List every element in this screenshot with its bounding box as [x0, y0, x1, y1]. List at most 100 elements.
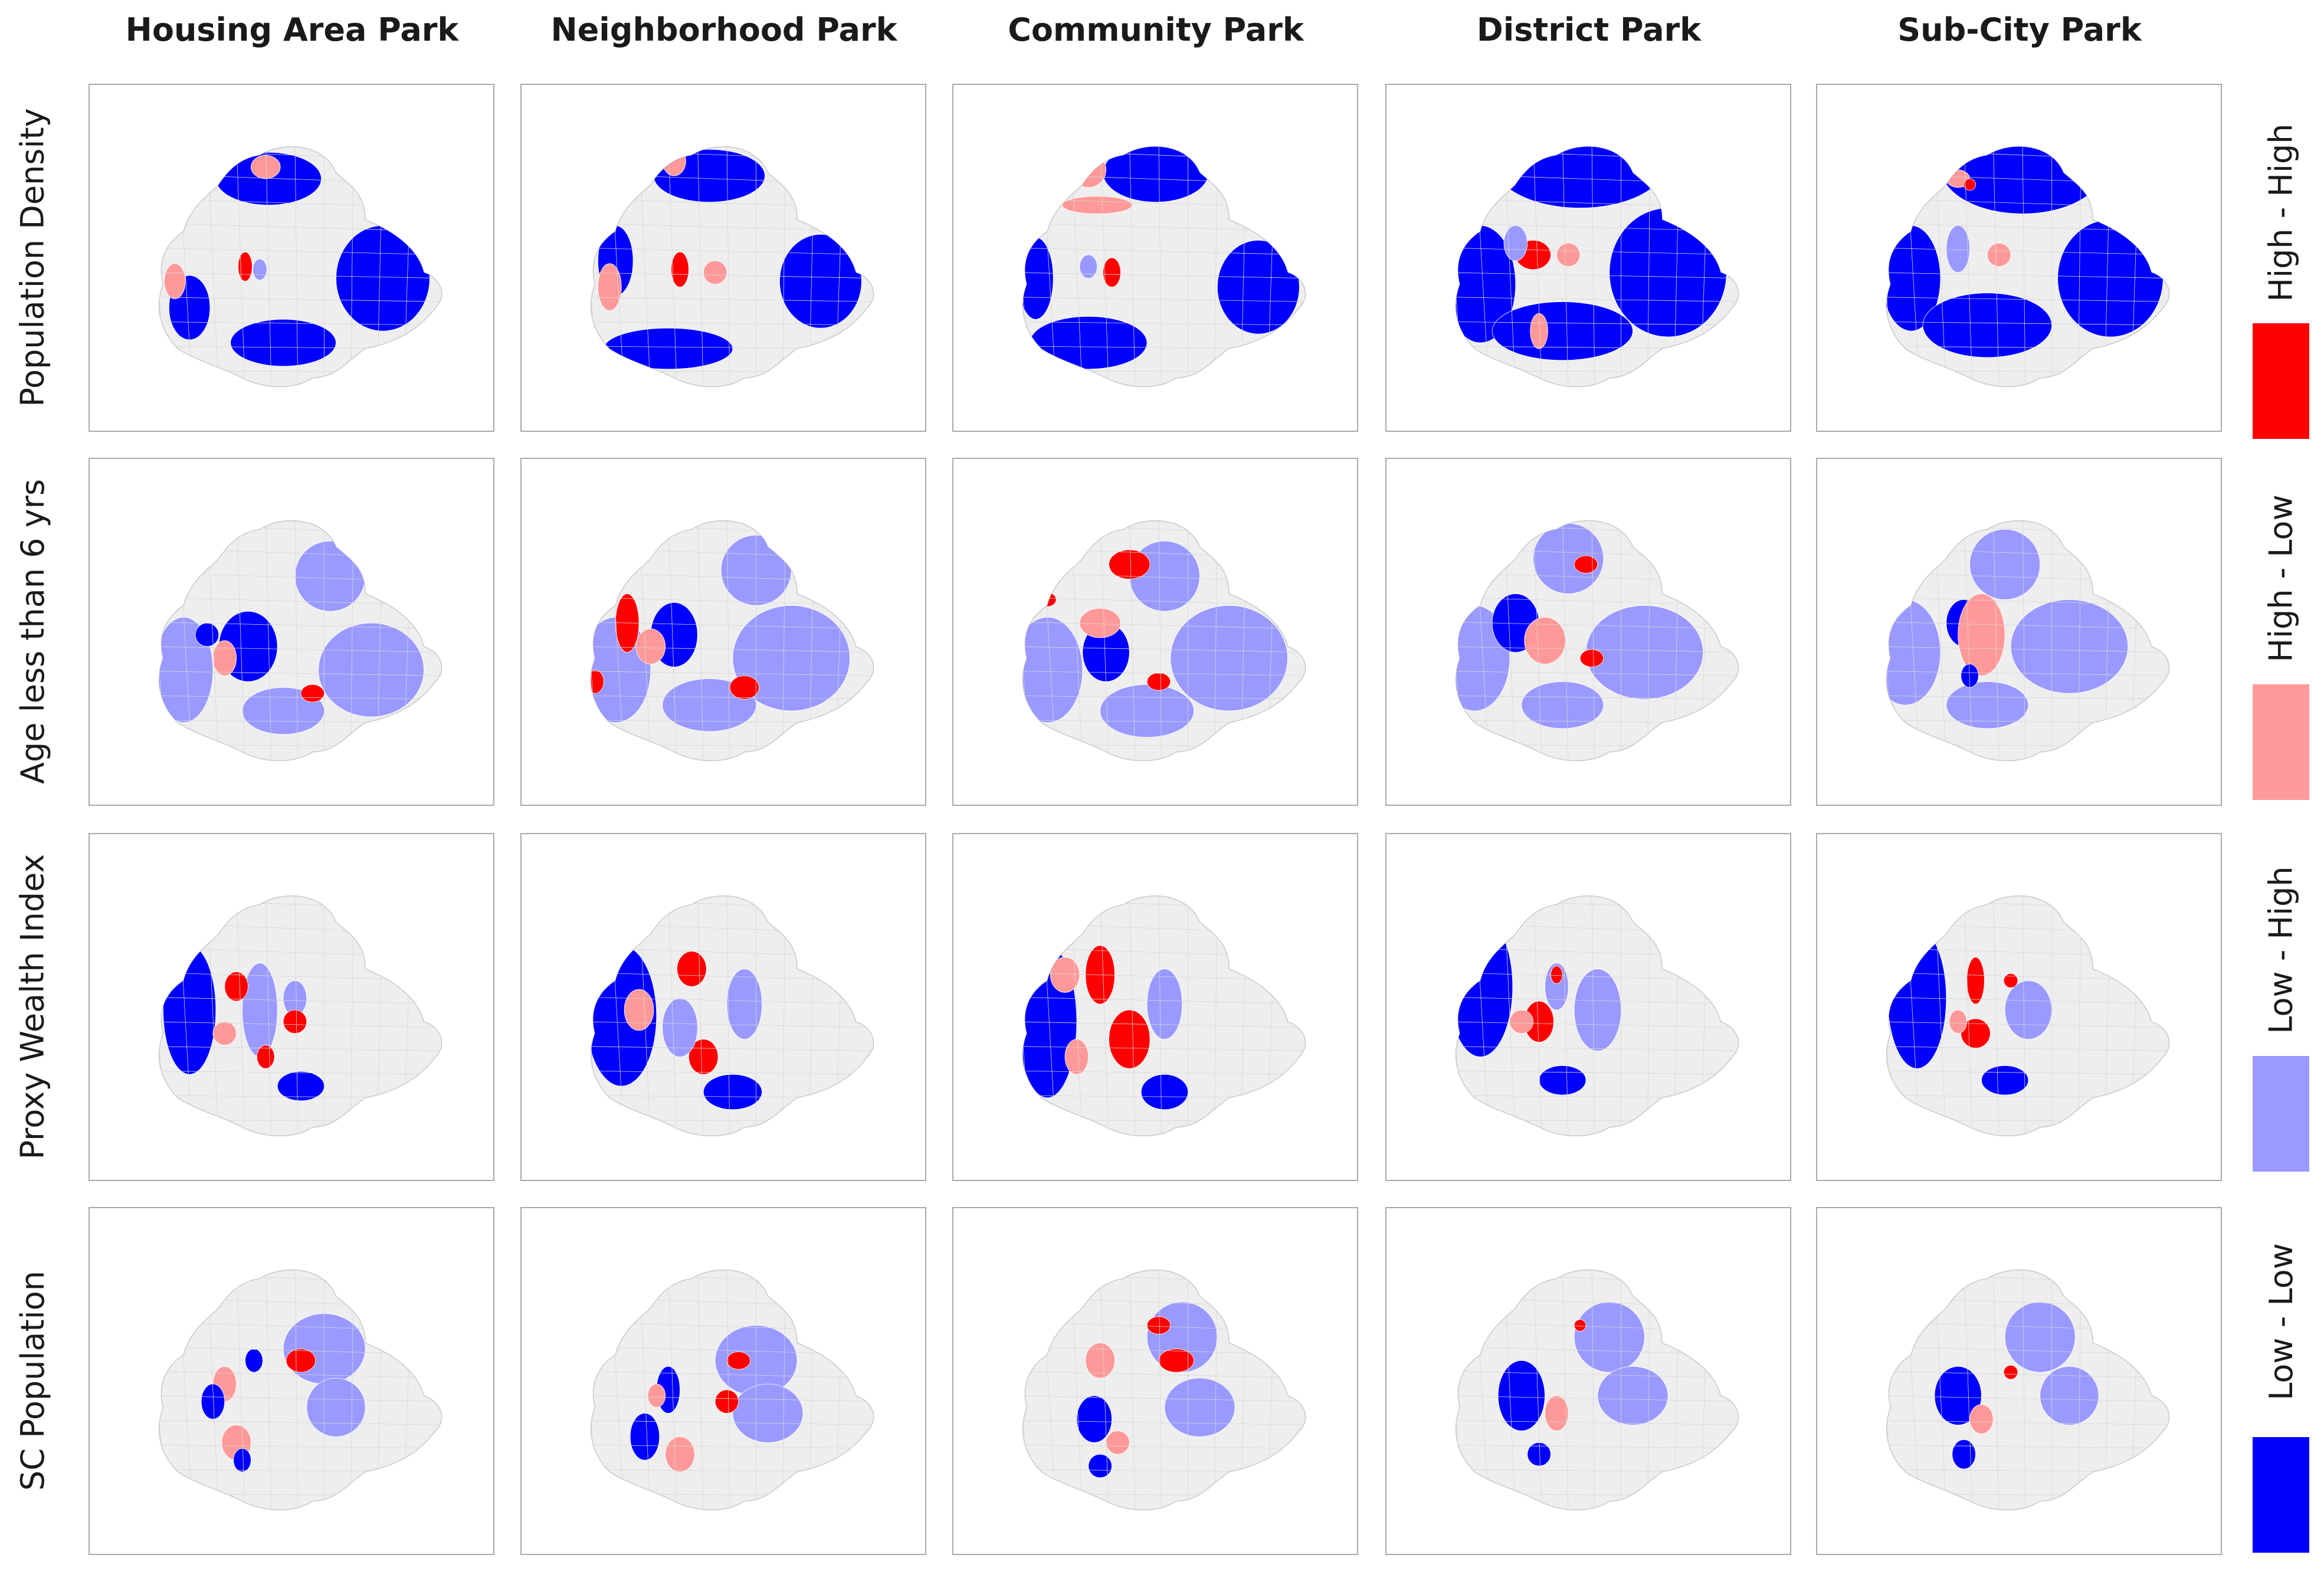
choropleth-map	[1022, 146, 1306, 388]
ward-cluster-high-high	[671, 251, 689, 288]
ward-cluster-low-high	[1079, 254, 1098, 279]
ward-cluster-low-low	[1952, 1439, 1976, 1470]
ward-cluster-low-high	[1164, 1378, 1235, 1437]
ward-cluster-high-low	[635, 628, 666, 665]
ward-cluster-high-high	[1109, 549, 1150, 580]
ward-cluster-high-high	[726, 1351, 751, 1370]
ward-cluster-high-high	[1146, 1316, 1171, 1334]
map-panel-sc-population-district-park	[1385, 1207, 1791, 1555]
ward-cluster-high-high	[286, 1348, 316, 1373]
ward-cluster-low-high	[318, 622, 424, 717]
ward-cluster-low-high	[1585, 605, 1704, 700]
ward-cluster-high-high	[1574, 555, 1598, 574]
map-panel-population-density-sub-city-park	[1816, 84, 2222, 432]
choropleth-map	[1022, 895, 1306, 1137]
ward-cluster-high-high	[1103, 257, 1121, 288]
ward-cluster-high-low	[1085, 1343, 1115, 1379]
choropleth-map	[158, 1269, 442, 1511]
ward-cluster-high-high	[729, 675, 759, 700]
map-panel-age-less-than-6-yrs-sub-city-park	[1816, 458, 2222, 806]
ward-cluster-high-high	[1551, 966, 1563, 984]
ward-cluster-high-low	[1949, 1009, 1968, 1034]
ward-cluster-high-low	[212, 640, 237, 676]
map-panel-population-density-community-park	[952, 84, 1358, 432]
ward-cluster-high-low	[1106, 1431, 1130, 1455]
choropleth-map	[590, 1269, 874, 1511]
ward-cluster-high-low	[164, 263, 186, 299]
ward-cluster-low-low	[163, 945, 217, 1075]
ward-cluster-high-low	[1070, 152, 1106, 188]
legend-label-high-high: High - High	[2262, 123, 2300, 302]
ward-cluster-high-low	[1969, 1404, 1994, 1434]
ward-cluster-low-low	[233, 1448, 251, 1472]
map-panel-age-less-than-6-yrs-neighborhood-park	[520, 458, 926, 806]
map-panel-sc-population-neighborhood-park	[520, 1207, 926, 1555]
map-panel-population-density-district-park	[1385, 84, 1791, 432]
ward-cluster-low-high	[1022, 616, 1083, 723]
choropleth-map	[158, 146, 442, 388]
ward-cluster-low-high	[1146, 969, 1183, 1040]
map-panel-population-density-neighborhood-park	[520, 84, 926, 432]
ward-cluster-high-low	[647, 1383, 666, 1408]
column-header-housing-area-park: Housing Area Park	[125, 11, 459, 48]
ward-cluster-high-high	[283, 1009, 307, 1034]
ward-cluster-high-low	[703, 260, 727, 285]
ward-cluster-low-high	[1503, 225, 1528, 261]
ward-cluster-high-high	[1964, 178, 1976, 191]
ward-cluster-high-high	[1146, 673, 1171, 691]
ward-cluster-low-low	[1497, 1360, 1545, 1431]
ward-cluster-low-low	[245, 1348, 263, 1373]
map-panel-age-less-than-6-yrs-district-park	[1385, 458, 1791, 806]
ward-cluster-low-low	[195, 622, 219, 647]
ward-cluster-high-high	[238, 251, 253, 282]
ward-cluster-high-low	[1050, 957, 1080, 993]
ward-cluster-low-high	[2040, 1366, 2099, 1425]
ward-cluster-high-high	[1158, 1348, 1194, 1373]
ward-cluster-high-low	[598, 263, 622, 311]
ward-cluster-low-high	[1969, 529, 2041, 600]
ward-cluster-low-high	[732, 605, 850, 711]
ward-cluster-low-high	[1100, 684, 1194, 738]
choropleth-map	[1455, 146, 1739, 388]
ward-cluster-high-low	[1530, 313, 1548, 349]
row-header-age-less-than-6: Age less than 6 yrs	[14, 478, 51, 784]
ward-cluster-high-low	[1545, 1395, 1569, 1431]
ward-cluster-low-high	[1574, 969, 1622, 1051]
ward-cluster-high-high	[1574, 1319, 1587, 1331]
ward-cluster-high-high	[1109, 1009, 1150, 1069]
city-boundary	[1455, 1269, 1739, 1511]
ward-cluster-low-low	[336, 225, 430, 332]
ward-cluster-high-high	[591, 670, 604, 694]
ward-cluster-low-low	[1088, 1454, 1112, 1478]
choropleth-map	[1455, 1269, 1739, 1511]
legend-swatch-low-low	[2253, 1437, 2309, 1553]
map-panel-proxy-wealth-index-housing-area-park	[88, 833, 494, 1181]
legend-label-low-high: Low - High	[2262, 865, 2300, 1034]
ward-cluster-high-low	[1987, 242, 2011, 267]
ward-cluster-low-high	[732, 1383, 804, 1443]
ward-cluster-low-low	[230, 319, 336, 367]
map-panel-age-less-than-6-yrs-community-park	[952, 458, 1358, 806]
choropleth-map	[590, 146, 874, 388]
choropleth-map	[158, 895, 442, 1137]
map-panel-sc-population-community-park	[952, 1207, 1358, 1555]
map-panel-proxy-wealth-index-community-park	[952, 833, 1358, 1181]
ward-cluster-low-low	[1140, 1074, 1189, 1110]
ward-cluster-high-low	[1556, 242, 1581, 267]
ward-cluster-low-high	[253, 258, 267, 281]
ward-cluster-low-high	[1574, 1301, 1645, 1373]
ward-cluster-high-high	[714, 1389, 739, 1414]
ward-cluster-high-high	[1579, 649, 1604, 667]
ward-cluster-high-high	[677, 951, 707, 987]
ward-cluster-high-high	[224, 972, 248, 1002]
map-panel-age-less-than-6-yrs-housing-area-park	[88, 458, 494, 806]
ward-cluster-low-low	[1527, 1442, 1551, 1467]
legend-label-high-low: High - Low	[2262, 494, 2300, 662]
map-panel-sc-population-housing-area-park	[88, 1207, 494, 1555]
ward-cluster-low-low	[1492, 301, 1633, 361]
choropleth-map	[1886, 1269, 2170, 1511]
ward-cluster-low-high	[1946, 681, 2029, 729]
ward-cluster-high-high	[2003, 973, 2018, 988]
legend-swatch-high-high	[2253, 323, 2309, 439]
choropleth-map	[1022, 520, 1306, 762]
